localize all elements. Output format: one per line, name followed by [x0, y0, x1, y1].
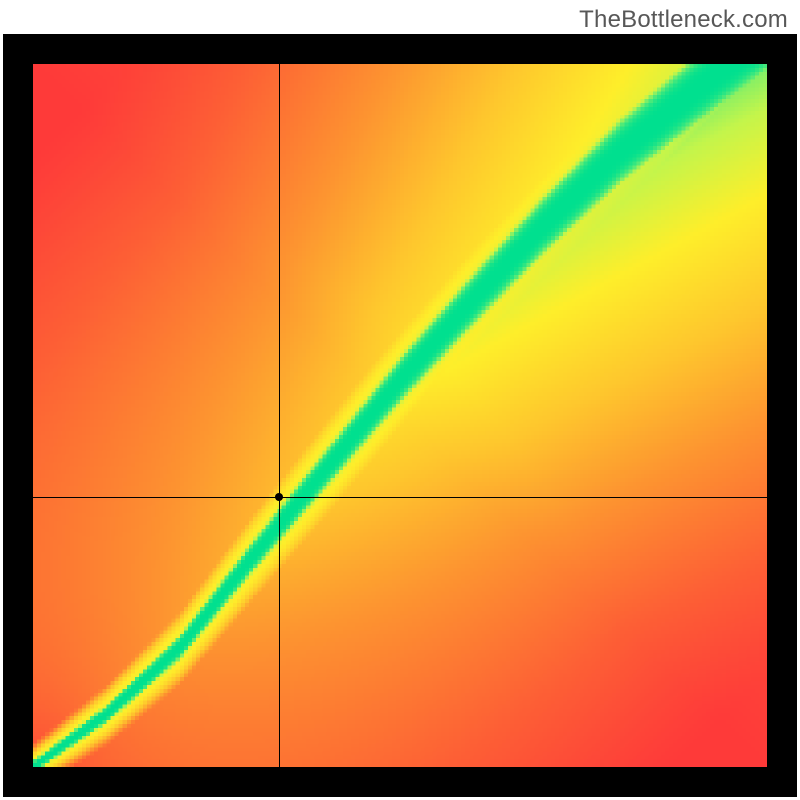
crosshair-vertical — [279, 64, 280, 767]
heatmap-canvas — [33, 64, 767, 767]
crosshair-horizontal — [33, 497, 767, 498]
selected-point-marker — [275, 493, 283, 501]
watermark-text: TheBottleneck.com — [579, 6, 788, 34]
